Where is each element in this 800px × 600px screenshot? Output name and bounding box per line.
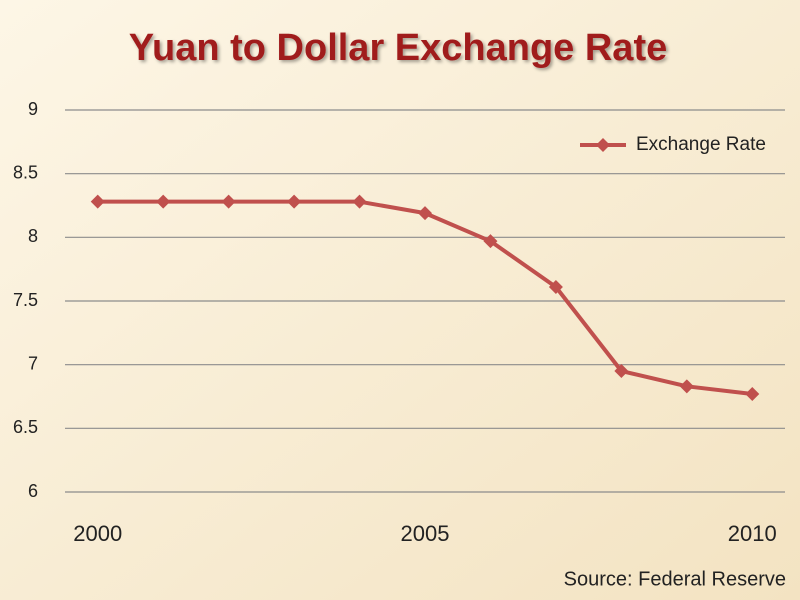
source-note: Source: Federal Reserve: [564, 568, 786, 590]
point-marker: [352, 194, 367, 209]
x-tick-label: 2005: [401, 521, 450, 546]
x-tick-label: 2010: [728, 521, 777, 546]
legend-label: Exchange Rate: [636, 134, 766, 155]
point-marker: [679, 379, 694, 394]
point-marker: [745, 386, 760, 401]
y-tick-label: 7: [28, 353, 38, 373]
y-tick-label: 8.5: [13, 162, 38, 182]
point-marker: [614, 364, 629, 379]
y-tick-label: 9: [28, 99, 38, 119]
point-marker: [156, 194, 171, 209]
point-marker: [483, 234, 498, 249]
y-tick-label: 8: [28, 226, 38, 246]
point-marker: [90, 194, 105, 209]
point-marker: [221, 194, 236, 209]
y-tick-label: 6.5: [13, 417, 38, 437]
point-marker: [287, 194, 302, 209]
chart-title: Yuan to Dollar Exchange Rate: [129, 27, 667, 69]
point-marker: [418, 206, 432, 221]
y-tick-label: 7.5: [13, 290, 38, 310]
point-marker: [548, 279, 563, 294]
y-tick-label: 6: [28, 481, 38, 501]
x-tick-label: 2000: [73, 521, 122, 546]
legend-marker: [596, 138, 610, 152]
